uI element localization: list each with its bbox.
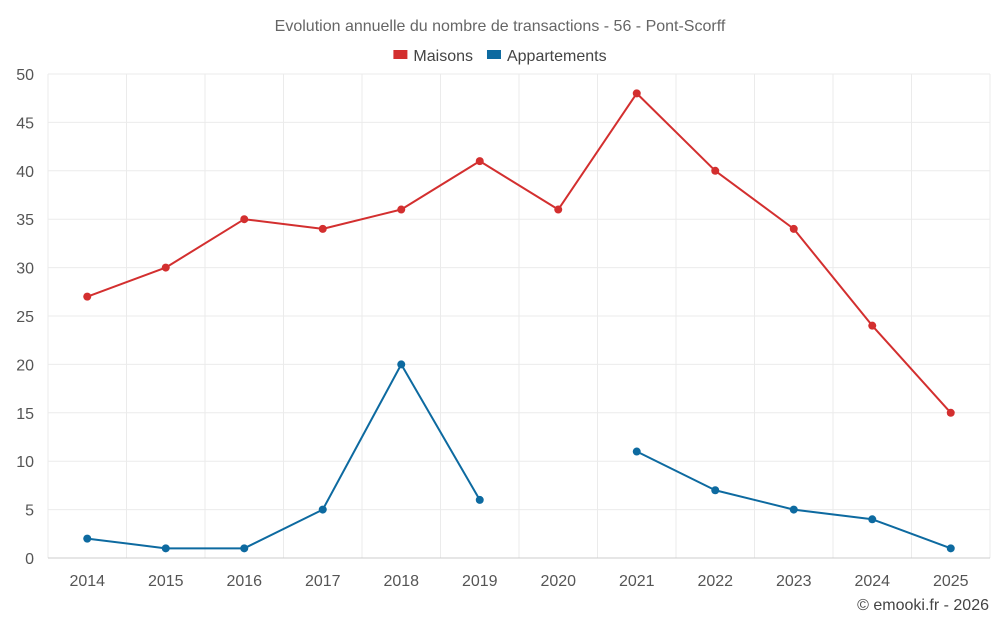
y-tick-label: 50: [16, 67, 34, 84]
data-point: [475, 495, 484, 504]
data-point: [397, 205, 406, 214]
data-point: [240, 215, 249, 224]
data-point: [868, 321, 877, 330]
series-line: [87, 363, 481, 550]
series-layer: [83, 89, 955, 553]
data-point: [789, 224, 798, 233]
data-point: [632, 89, 641, 98]
series-appartements: [83, 360, 955, 553]
data-point: [83, 292, 92, 301]
y-tick-label: 15: [16, 406, 34, 423]
x-tick-label: 2019: [462, 573, 498, 590]
x-tick-label: 2022: [697, 573, 733, 590]
data-point: [711, 486, 720, 495]
x-tick-label: 2016: [226, 573, 262, 590]
legend-swatch: [486, 50, 501, 59]
x-tick-label: 2020: [540, 573, 576, 590]
y-tick-label: 5: [25, 503, 34, 520]
legend: Maisons Appartements: [393, 48, 607, 65]
data-point: [161, 544, 170, 553]
data-point: [318, 224, 327, 233]
y-tick-label: 10: [16, 454, 34, 471]
y-tick-label: 35: [16, 212, 34, 229]
data-point: [475, 157, 484, 166]
series-line: [86, 92, 952, 414]
y-tick-label: 0: [25, 551, 34, 568]
x-tick-label: 2014: [69, 573, 105, 590]
data-point: [554, 205, 563, 214]
x-tick-label: 2023: [776, 573, 812, 590]
y-tick-label: 25: [16, 309, 34, 326]
x-tick-label: 2024: [854, 573, 890, 590]
data-point: [711, 166, 720, 175]
y-tick-label: 20: [16, 357, 34, 374]
x-tick-label: 2018: [383, 573, 419, 590]
x-tick-label: 2021: [619, 573, 655, 590]
data-point: [161, 263, 170, 272]
data-point: [868, 515, 877, 524]
data-point: [397, 360, 406, 369]
legend-label: Appartements: [507, 48, 607, 65]
legend-label: Maisons: [413, 48, 473, 65]
series-maisons: [83, 89, 955, 417]
y-tick-label: 40: [16, 164, 34, 181]
x-tick-label: 2017: [305, 573, 341, 590]
data-point: [946, 408, 955, 417]
x-tick-label: 2015: [148, 573, 184, 590]
x-tick-label: 2025: [933, 573, 969, 590]
y-tick-label: 45: [16, 115, 34, 132]
data-point: [789, 505, 798, 514]
data-point: [240, 544, 249, 553]
data-point: [946, 544, 955, 553]
data-point: [83, 534, 92, 543]
credit-text: © emooki.fr - 2026: [857, 597, 989, 614]
grid: [47, 73, 991, 558]
chart-title: Evolution annuelle du nombre de transact…: [275, 18, 726, 35]
series-line: [636, 450, 952, 550]
data-point: [632, 447, 641, 456]
y-tick-label: 30: [16, 261, 34, 278]
data-point: [318, 505, 327, 514]
legend-swatch: [393, 50, 408, 59]
